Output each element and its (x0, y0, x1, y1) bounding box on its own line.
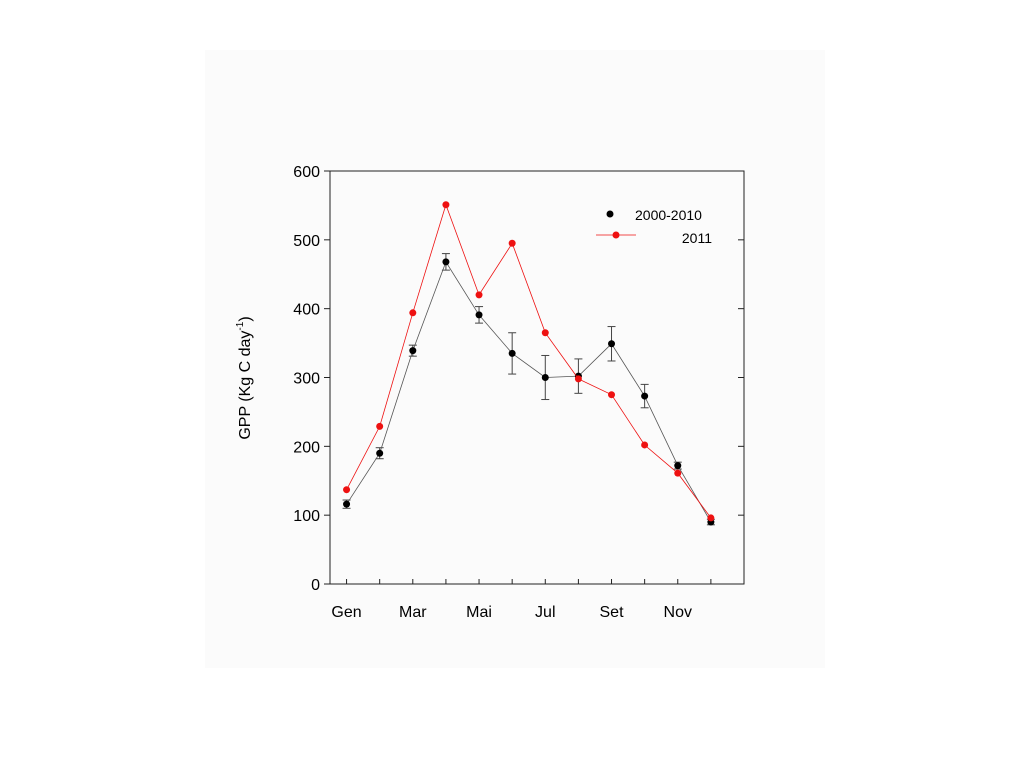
y-axis-label-superscript: -1 (235, 321, 246, 330)
x-tick-label: Mar (399, 604, 427, 621)
y-tick-label: 500 (293, 233, 320, 250)
data-point (475, 291, 483, 299)
y-axis-label-main: GPP (Kg C day (237, 331, 254, 440)
data-point (707, 514, 715, 522)
series-layer (342, 201, 715, 526)
data-point (508, 239, 516, 247)
data-point (376, 422, 384, 430)
data-point (641, 392, 649, 400)
y-tick-label: 600 (293, 164, 320, 181)
y-axis-ticks: 0 100 200 300 400 500 600 (293, 164, 744, 594)
data-point (574, 375, 582, 383)
series-2011 (343, 201, 715, 522)
y-tick-label: 0 (311, 577, 320, 594)
x-tick-label: Set (600, 604, 625, 621)
x-tick-label: Mai (466, 604, 492, 621)
data-point (608, 391, 616, 399)
data-point (409, 309, 417, 317)
data-point (376, 449, 384, 457)
series-line-2000-2010 (346, 260, 712, 523)
legend-marker-2000-2010 (606, 210, 614, 218)
data-point (674, 469, 682, 477)
chart-panel (205, 50, 825, 668)
legend-marker-2011 (612, 231, 620, 239)
legend-label-2000-2010: 2000-2010 (635, 207, 702, 223)
y-tick-label: 200 (293, 439, 320, 456)
y-tick-label: 300 (293, 371, 320, 388)
x-tick-label: Gen (331, 604, 361, 621)
data-point (409, 347, 417, 355)
x-tick-label: Nov (664, 604, 692, 621)
data-point (674, 462, 682, 470)
data-point (442, 201, 450, 209)
data-point (641, 441, 649, 449)
y-tick-label: 100 (293, 508, 320, 525)
y-axis-label: GPP (Kg C day-1) (235, 316, 254, 439)
data-point (343, 500, 351, 508)
x-axis-ticks: Gen Mar Mai Jul Set Nov (331, 579, 712, 621)
legend: 2000-2010 2011 (596, 207, 712, 246)
data-point (541, 329, 549, 337)
data-point (608, 340, 616, 348)
y-tick-label: 400 (293, 302, 320, 319)
x-tick-label: Jul (535, 604, 555, 621)
y-axis-label-close: ) (237, 316, 254, 321)
data-point (442, 258, 450, 266)
data-point (541, 374, 549, 381)
series-2000-2010 (342, 253, 715, 526)
data-point (508, 349, 516, 357)
legend-label-2011: 2011 (682, 230, 712, 246)
data-point (343, 486, 351, 494)
data-point (475, 311, 483, 319)
series-line-2011 (346, 203, 712, 519)
